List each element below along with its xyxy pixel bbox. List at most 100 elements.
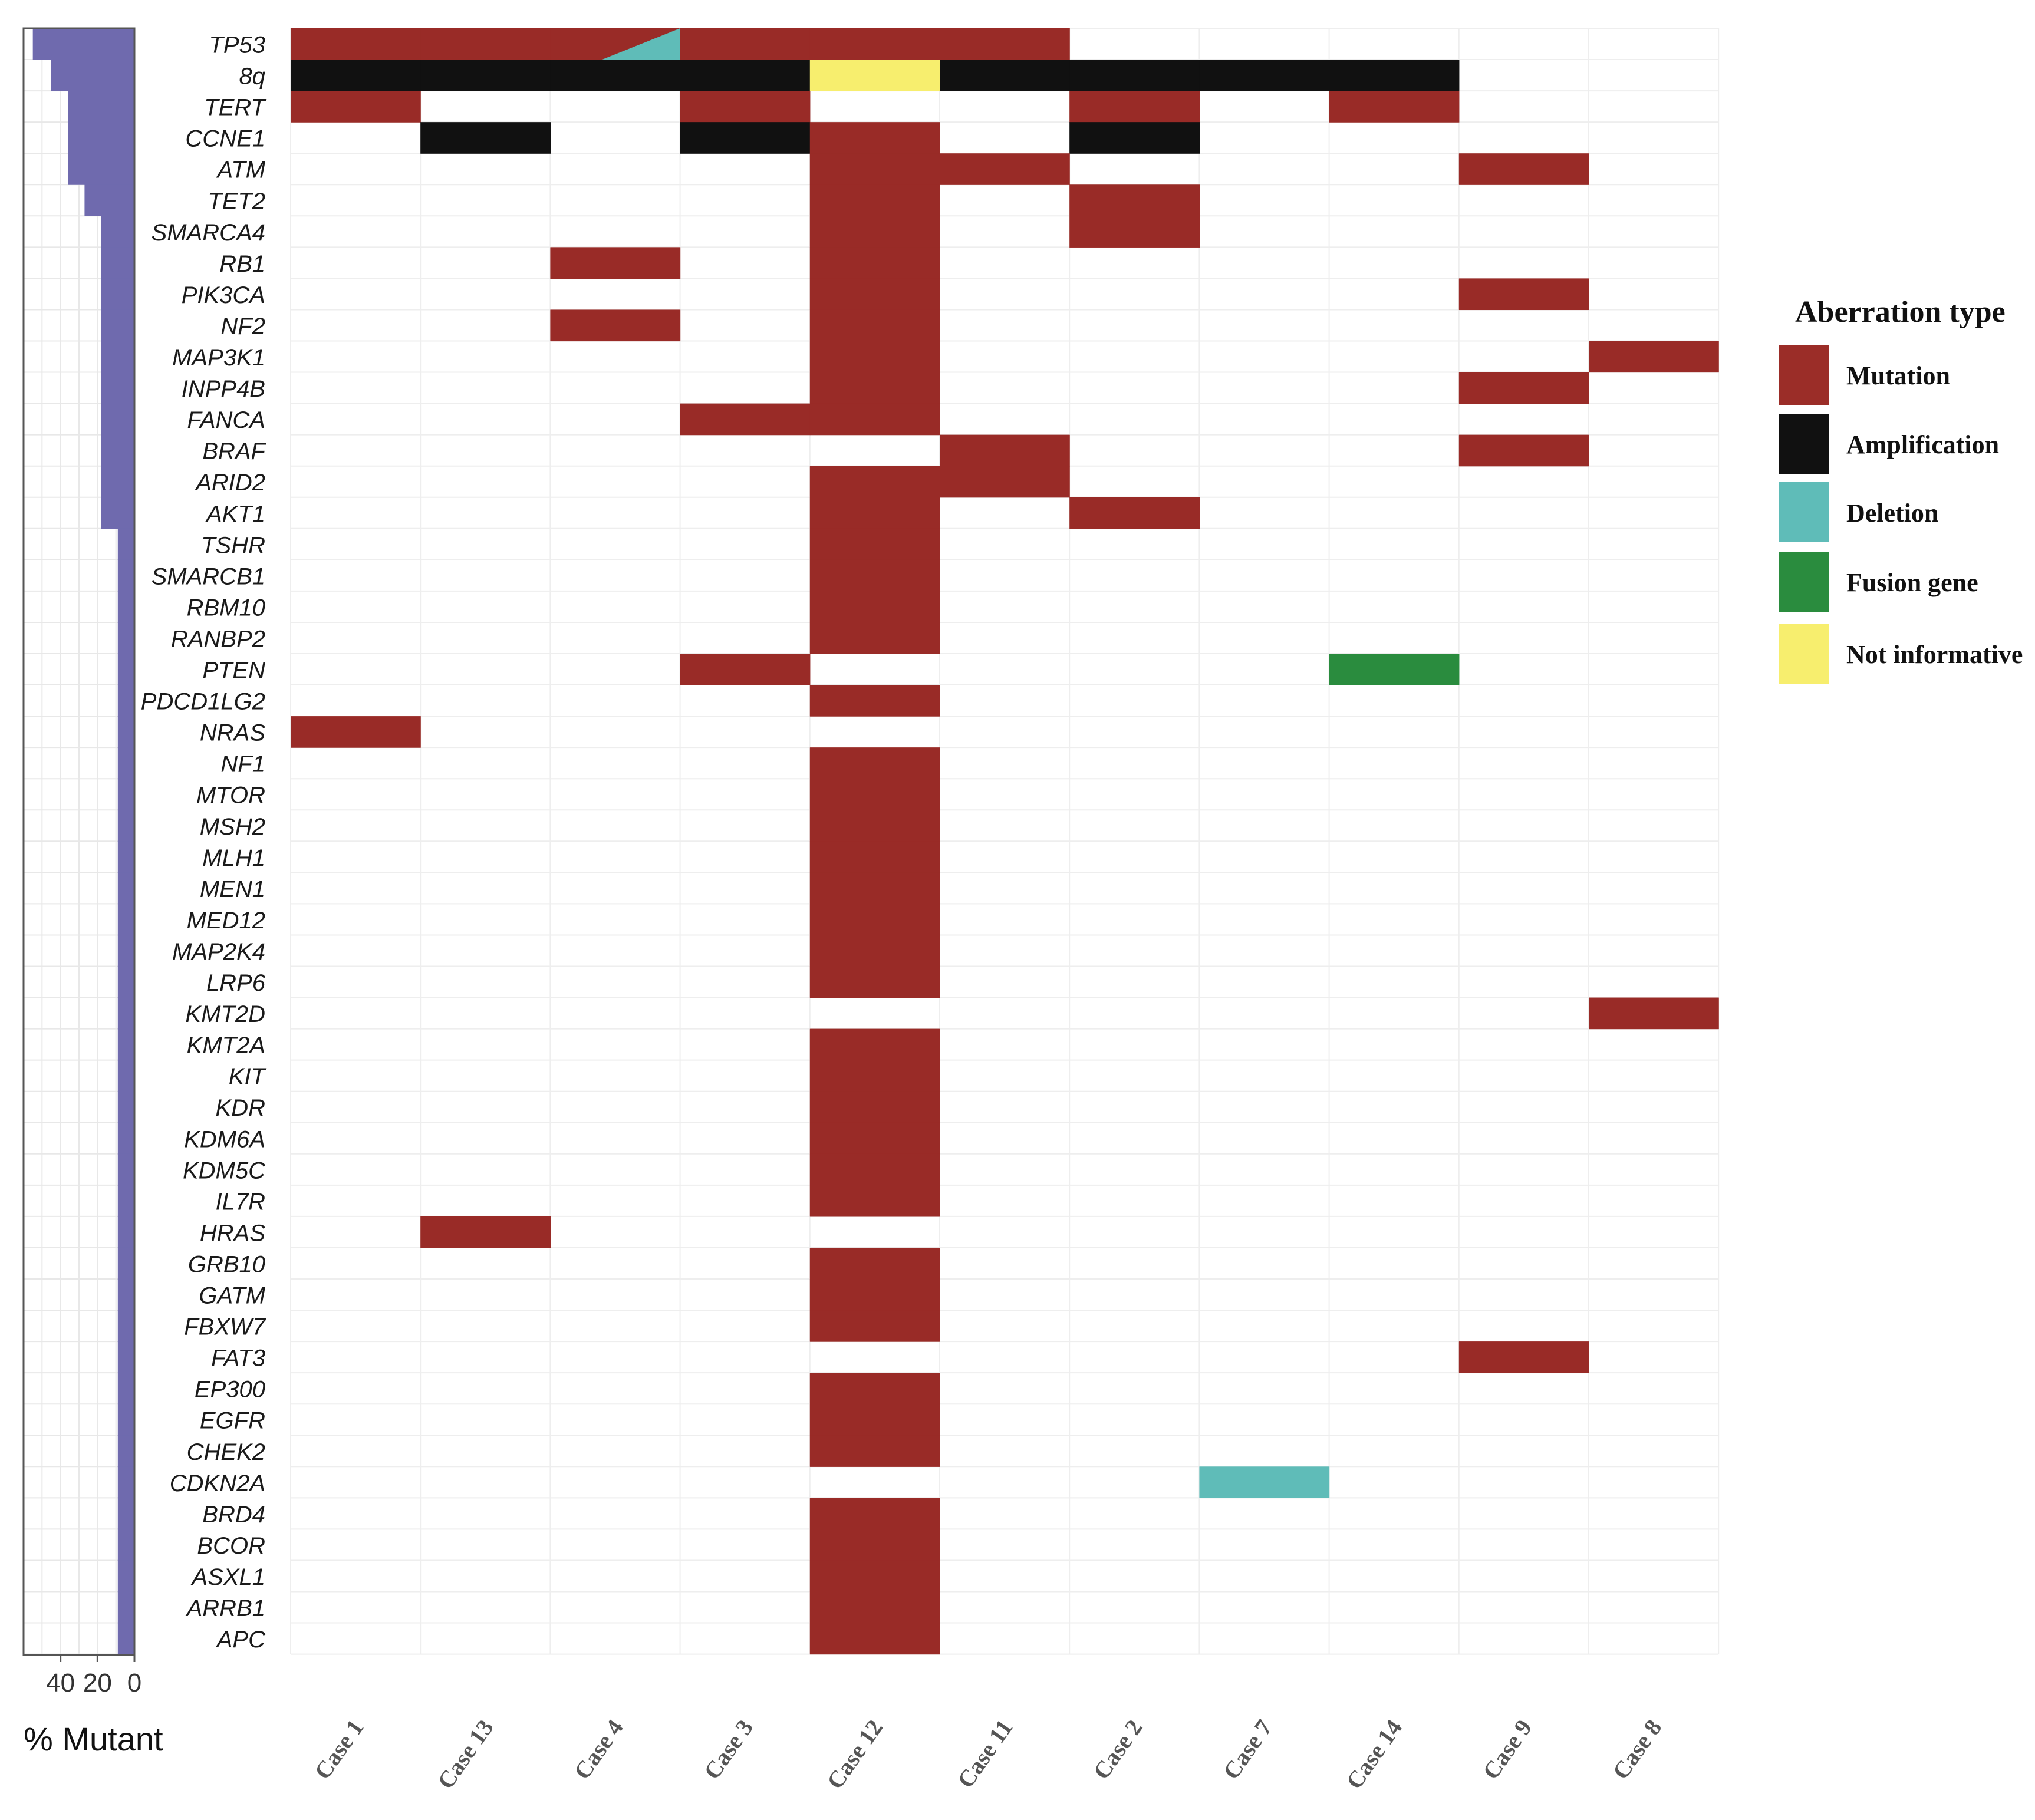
percent-axis-tick-label: 20 xyxy=(83,1669,112,1697)
cell-lrp6-case-12 xyxy=(809,966,940,998)
cell-braf-case-11 xyxy=(940,434,1070,467)
percent-bar-kit xyxy=(117,1060,134,1092)
cell-8q-case-12 xyxy=(809,60,940,91)
percent-bar-ccne1 xyxy=(68,122,134,154)
percent-bar-braf xyxy=(101,434,134,467)
gene-label: ASXL1 xyxy=(190,1564,265,1590)
percent-bar-pten xyxy=(117,654,134,685)
cell-tp53-case-1 xyxy=(291,28,421,60)
legend-label-fusion-gene: Fusion gene xyxy=(1846,568,1978,597)
cell-med12-case-12 xyxy=(809,904,940,936)
cell-smarca4-case-12 xyxy=(809,216,940,248)
percent-bar-mtor xyxy=(117,779,134,810)
percent-bar-hras xyxy=(117,1216,134,1248)
case-label: Case 11 xyxy=(952,1715,1018,1792)
cell-hras-case-13 xyxy=(420,1216,551,1248)
percent-bar-kmt2a xyxy=(117,1028,134,1061)
gene-label: NF2 xyxy=(220,314,265,339)
cell-mlh1-case-12 xyxy=(809,841,940,873)
cell-8q-case-2 xyxy=(1069,60,1200,91)
cell-tert-case-3 xyxy=(680,91,811,123)
percent-axis-title: % Mutant xyxy=(24,1720,163,1758)
gene-label: FAT3 xyxy=(211,1346,265,1371)
gene-label: KDM6A xyxy=(184,1126,265,1152)
cell-kdm6a-case-12 xyxy=(809,1122,940,1155)
cell-brd4-case-12 xyxy=(809,1498,940,1529)
gene-label: CCNE1 xyxy=(185,126,265,152)
gene-label: ARRB1 xyxy=(186,1595,265,1621)
percent-bar-ep300 xyxy=(117,1373,134,1404)
gene-label: IL7R xyxy=(216,1189,266,1215)
case-label: Case 9 xyxy=(1477,1715,1537,1784)
percent-bar-grb10 xyxy=(117,1247,134,1280)
cell-msh2-case-12 xyxy=(809,810,940,842)
cell-rb1-case-4 xyxy=(550,247,681,279)
gene-label: PIK3CA xyxy=(182,282,265,308)
percent-bar-arid2 xyxy=(101,466,134,498)
gene-label: TP53 xyxy=(209,32,265,58)
cell-rb1-case-12 xyxy=(809,247,940,279)
case-label: Case 7 xyxy=(1218,1715,1277,1784)
gene-label: KIT xyxy=(229,1064,267,1090)
cell-tert-case-14 xyxy=(1329,91,1460,123)
gene-label: KMT2A xyxy=(187,1033,265,1059)
cell-pten-case-3 xyxy=(680,654,811,685)
percent-bar-apc xyxy=(117,1623,134,1655)
legend-label-mutation: Mutation xyxy=(1846,361,1950,390)
cell-tshr-case-12 xyxy=(809,528,940,560)
percent-bar-map2k4 xyxy=(117,935,134,967)
percent-bar-8q xyxy=(51,60,134,91)
gene-label: NF1 xyxy=(220,751,265,777)
cell-egfr-case-12 xyxy=(809,1404,940,1436)
gene-label: NRAS xyxy=(200,720,265,746)
cell-arid2-case-11 xyxy=(940,466,1070,498)
cell-tp53-case-11 xyxy=(940,28,1070,60)
percent-bar-tet2 xyxy=(84,184,134,216)
cell-tp53-case-13 xyxy=(420,28,551,60)
gene-label: BRAF xyxy=(202,438,266,464)
percent-bar-tert xyxy=(68,91,134,123)
gene-label: FANCA xyxy=(187,407,265,433)
percent-bar-rb1 xyxy=(101,247,134,279)
percent-bar-smarcb1 xyxy=(117,559,134,592)
cell-nf2-case-12 xyxy=(809,309,940,342)
cell-smarca4-case-2 xyxy=(1069,216,1200,248)
cell-smarcb1-case-12 xyxy=(809,559,940,592)
percent-bar-nras xyxy=(117,716,134,748)
cell-braf-case-9 xyxy=(1458,434,1589,467)
gene-label: TERT xyxy=(204,95,266,121)
gene-label: KMT2D xyxy=(185,1001,265,1027)
cell-8q-case-13 xyxy=(420,60,551,91)
cell-inpp4b-case-12 xyxy=(809,372,940,404)
case-label: Case 1 xyxy=(309,1715,368,1784)
cell-gatm-case-12 xyxy=(809,1279,940,1311)
percent-bar-kdm5c xyxy=(117,1153,134,1186)
percent-bar-ranbp2 xyxy=(117,622,134,654)
case-label: Case 12 xyxy=(822,1715,888,1793)
cell-men1-case-12 xyxy=(809,872,940,904)
percent-bar-msh2 xyxy=(117,810,134,842)
gene-label: MED12 xyxy=(187,908,265,934)
legend: Aberration type Mutation Amplification Dele… xyxy=(1779,295,2023,684)
cell-8q-case-7 xyxy=(1199,60,1330,91)
gene-label: GATM xyxy=(199,1283,265,1309)
cell-ccne1-case-12 xyxy=(809,122,940,154)
percent-bar-tp53 xyxy=(32,28,134,60)
legend-label-deletion: Deletion xyxy=(1846,499,1938,527)
cell-kit-case-12 xyxy=(809,1060,940,1092)
heatmap-grid xyxy=(290,28,1720,1655)
percent-bar-asxl1 xyxy=(117,1560,134,1592)
percent-panel-border xyxy=(22,27,136,1656)
gene-label: MLH1 xyxy=(202,845,265,871)
cell-atm-case-9 xyxy=(1458,153,1589,185)
cell-tet2-case-2 xyxy=(1069,184,1200,216)
cell-apc-case-12 xyxy=(809,1623,940,1655)
legend-label-amplification: Amplification xyxy=(1846,430,1999,459)
percent-bar-fbxw7 xyxy=(117,1310,134,1342)
legend-swatch-fusion-gene xyxy=(1779,552,1829,612)
cell-pdcd1lg2-case-12 xyxy=(809,685,940,717)
cell-tert-case-2 xyxy=(1069,91,1200,123)
percent-bar-map3k1 xyxy=(101,341,134,373)
legend-swatch-mutation xyxy=(1779,345,1829,405)
